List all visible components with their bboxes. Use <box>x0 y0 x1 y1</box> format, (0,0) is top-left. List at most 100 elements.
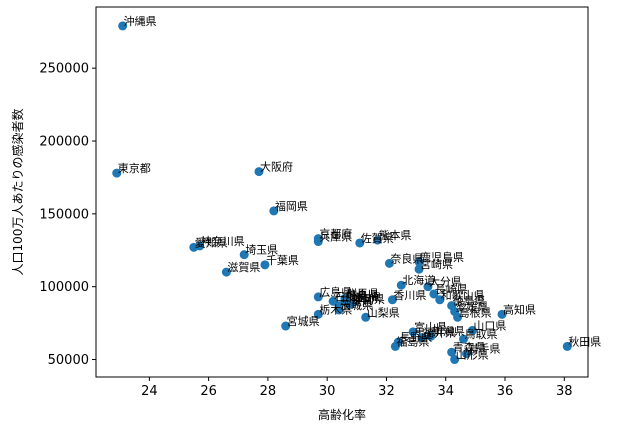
point-label: 広島県 <box>319 285 352 299</box>
point-label: 岡山県 <box>349 292 382 305</box>
data-point <box>435 295 445 305</box>
data-point <box>447 347 457 357</box>
point-label: 熊本県 <box>379 228 412 242</box>
x-tick-label: 24 <box>141 384 158 399</box>
data-point <box>497 309 507 319</box>
point-label: 奈良県 <box>390 251 423 265</box>
x-axis: 24 26 28 30 32 34 36 38 <box>141 377 573 399</box>
data-point <box>195 241 205 251</box>
points-layer <box>112 21 572 365</box>
point-label: 福島県 <box>396 334 429 348</box>
point-label: 鳥取県 <box>465 327 498 341</box>
point-label: 新潟県 <box>432 324 465 338</box>
data-point <box>313 292 323 302</box>
data-point <box>269 206 279 216</box>
y-axis-label: 人口100万人あたりの感染者数 <box>10 109 25 276</box>
point-label: 埼玉県 <box>245 243 278 257</box>
y-axis: 50000 100000 150000 200000 250000 <box>39 62 96 368</box>
point-label: 秋田県 <box>568 334 601 348</box>
x-tick-label: 38 <box>556 384 573 399</box>
x-tick-label: 26 <box>200 384 217 399</box>
point-label: 宮城県 <box>287 314 320 328</box>
point-label: 千葉県 <box>266 253 299 267</box>
point-label: 富山県 <box>414 320 447 334</box>
y-tick-label: 250000 <box>39 62 89 77</box>
y-tick-label: 150000 <box>39 207 89 222</box>
point-label: 京都府 <box>319 227 352 241</box>
point-label: 和歌山県 <box>441 288 485 302</box>
point-label: 沖縄県 <box>124 14 157 28</box>
point-label: 香川県 <box>393 289 426 302</box>
data-point <box>221 267 231 277</box>
point-label: 青森県 <box>453 340 486 354</box>
data-point <box>281 321 291 331</box>
data-point <box>467 325 477 335</box>
point-label: 愛知県 <box>195 235 228 249</box>
data-point <box>390 341 400 351</box>
data-point <box>313 237 323 247</box>
point-label: 佐賀県 <box>361 231 394 245</box>
point-label: 山口県 <box>473 319 506 332</box>
point-label: 北海道 <box>402 273 435 287</box>
data-point <box>426 331 436 341</box>
point-label: 福岡県 <box>275 199 308 213</box>
data-point <box>254 167 264 177</box>
point-label: 栃木県 <box>319 302 352 316</box>
point-label: 大分県 <box>429 275 462 289</box>
data-point <box>408 327 418 337</box>
data-point <box>562 341 572 351</box>
data-point <box>459 334 469 344</box>
point-label: 群馬県 <box>346 286 379 300</box>
point-label: 東京都 <box>118 161 151 175</box>
data-point <box>361 312 371 322</box>
x-tick-label: 36 <box>497 384 514 399</box>
data-point <box>461 349 471 359</box>
data-point <box>260 260 270 270</box>
x-axis-label: 高齢化率 <box>318 407 366 422</box>
point-label: 大阪府 <box>260 160 293 174</box>
point-label: 長野県 <box>399 331 432 344</box>
point-label: 茨城県 <box>340 298 373 312</box>
point-label: 三重県 <box>340 294 373 308</box>
point-label: 滋賀県 <box>227 261 260 274</box>
y-tick-label: 200000 <box>39 135 89 150</box>
data-point <box>313 309 323 319</box>
data-point <box>414 264 424 274</box>
data-point <box>453 312 463 322</box>
data-point <box>387 295 397 305</box>
x-tick-label: 32 <box>378 384 395 399</box>
point-label: 福井県 <box>423 326 456 340</box>
point-label: 宮崎県 <box>420 257 453 271</box>
data-point <box>355 238 365 248</box>
point-label: 長崎県 <box>435 282 468 296</box>
data-point <box>396 280 406 290</box>
data-point <box>112 168 122 178</box>
point-label: 兵庫県 <box>319 230 352 244</box>
data-point <box>239 250 249 260</box>
point-label: 鹿児島県 <box>420 250 464 264</box>
data-point <box>334 305 344 315</box>
point-label: 島根県 <box>459 305 492 319</box>
point-label: 高知県 <box>503 302 536 316</box>
x-tick-label: 34 <box>437 384 454 399</box>
point-label: 神奈川県 <box>201 234 245 248</box>
point-label: 愛媛県 <box>456 299 489 313</box>
data-point <box>343 298 353 308</box>
y-tick-label: 100000 <box>39 280 89 295</box>
point-label: 岩手県 <box>467 342 500 356</box>
point-label: 石川県 <box>334 290 367 303</box>
data-point <box>373 235 383 245</box>
data-point <box>417 333 427 343</box>
point-label: 岐阜県 <box>346 289 379 302</box>
data-point <box>414 257 424 267</box>
x-tick-label: 30 <box>319 384 336 399</box>
data-point <box>429 289 439 299</box>
y-tick-label: 50000 <box>48 353 89 368</box>
point-label: 山形県 <box>456 349 489 362</box>
plot-frame <box>95 6 589 378</box>
data-point <box>423 282 433 292</box>
data-point <box>450 355 460 365</box>
data-point <box>118 21 128 31</box>
